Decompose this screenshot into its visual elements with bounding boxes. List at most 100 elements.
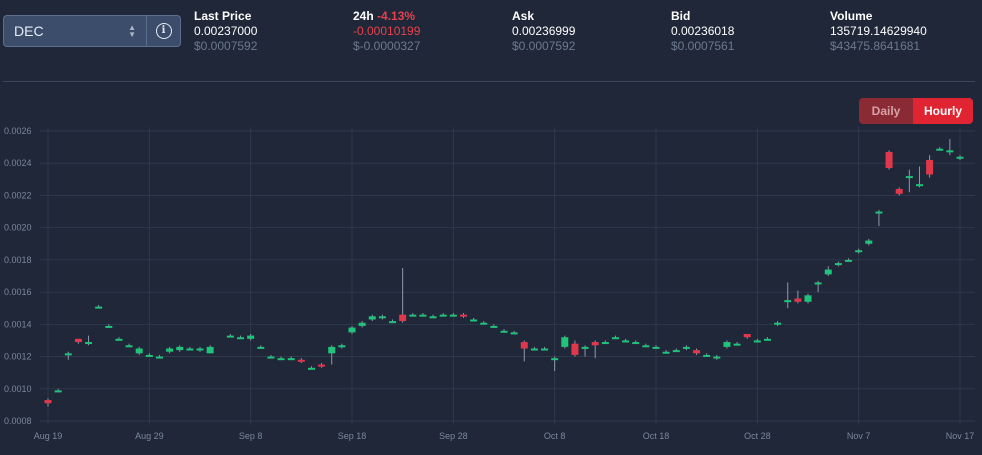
volume-usd: $43475.8641681 (830, 39, 921, 53)
candle-body-up (956, 156, 964, 159)
ask-label: Ask (512, 9, 535, 23)
candle-body-up (166, 348, 174, 352)
y-tick-label: 0.0024 (4, 158, 32, 168)
last-price-value: 0.00237000 (194, 24, 258, 38)
stat-volume: Volume 135719.14629940 $43475.8641681 (830, 9, 927, 54)
candle-body-up (824, 269, 832, 275)
candlestick-chart[interactable]: 0.0008 0.0010 0.0012 0.0014 0.0016 0.0018 0.00… (0, 120, 982, 455)
candle-body-up (632, 342, 640, 345)
interval-toggle[interactable]: Daily Hourly (859, 98, 973, 124)
y-tick-label: 0.0018 (4, 255, 32, 265)
candle-body-up (834, 263, 842, 266)
candle-body-down (794, 298, 802, 302)
candle-body-up (368, 316, 376, 320)
pair-select-dropdown[interactable]: DEC ▲ ▼ (4, 16, 146, 46)
candle-body-up (328, 346, 336, 354)
x-tick-label: Oct 18 (643, 431, 670, 441)
candle-body-up (672, 350, 680, 353)
info-button[interactable]: i (146, 16, 180, 46)
last-price-label: Last Price (194, 9, 252, 23)
y-tick-label: 0.0010 (4, 384, 32, 394)
y-tick-label: 0.0022 (4, 190, 32, 200)
ask-usd: $0.0007592 (512, 39, 576, 53)
y-tick-label: 0.0026 (4, 126, 32, 136)
candle-body-up (713, 356, 721, 359)
candle-body-up (652, 346, 660, 349)
x-tick-label: Oct 8 (544, 431, 566, 441)
candle-body-up (247, 335, 255, 339)
candle-body-up (186, 348, 194, 351)
candle-body-up (845, 259, 853, 262)
candle-body-up (480, 322, 488, 325)
candle-body-up (905, 176, 913, 179)
pair-selector[interactable]: DEC ▲ ▼ i (3, 15, 181, 47)
candle-body-up (865, 240, 873, 244)
y-tick-label: 0.0016 (4, 287, 32, 297)
bid-label: Bid (671, 9, 691, 23)
candle-body-up (125, 345, 133, 348)
candle-body-up (753, 340, 761, 343)
candle-body-up (733, 343, 741, 346)
last-price-usd: $0.0007592 (194, 39, 258, 53)
change-24h-label: 24h (353, 9, 374, 23)
candle-body-down (74, 338, 82, 343)
candle-body-up (429, 316, 437, 319)
candle-body-up (206, 346, 214, 354)
candle-body-up (703, 354, 711, 357)
daily-button[interactable]: Daily (859, 98, 913, 124)
candle-body-down (520, 342, 528, 349)
candle-body-up (774, 322, 782, 325)
candle-body-up (875, 211, 883, 214)
candle-body-up (490, 325, 498, 328)
x-tick-label: Nov 17 (946, 431, 975, 441)
candle-body-up (551, 358, 559, 361)
y-tick-label: 0.0012 (4, 352, 32, 362)
candle-body-up (804, 295, 812, 302)
candle-body-up (915, 184, 923, 187)
x-tick-label: Sep 28 (439, 431, 468, 441)
x-tick-label: Aug 19 (34, 431, 63, 441)
pair-select-value: DEC (14, 23, 44, 39)
x-tick-label: Sep 8 (239, 431, 263, 441)
candle-body-up (176, 346, 184, 351)
x-tick-label: Nov 7 (847, 431, 871, 441)
candle-body-up (95, 306, 103, 309)
bid-usd: $0.0007561 (671, 39, 735, 53)
candle-body-up (723, 342, 731, 347)
candle-body-up (682, 346, 690, 349)
candle-body-up (115, 338, 123, 341)
info-icon: i (155, 23, 172, 39)
stat-24h-change: 24h -4.13% -0.00010199 $-0.0000327 (353, 9, 420, 54)
candle-body-up (541, 348, 549, 351)
candle-body-down (399, 314, 407, 322)
candle-body-up (642, 345, 650, 348)
candle-body-up (145, 354, 153, 357)
candle-body-up (267, 356, 275, 359)
bid-value: 0.00236018 (671, 24, 735, 38)
candle-body-up (358, 322, 366, 326)
candle-body-up (530, 348, 538, 351)
candle-body-down (459, 314, 467, 317)
candle-body-up (439, 314, 447, 317)
candle-body-up (662, 351, 670, 354)
x-tick-label: Aug 29 (135, 431, 164, 441)
x-tick-label: Oct 28 (744, 431, 771, 441)
volume-value: 135719.14629940 (830, 24, 927, 38)
candle-body-up (449, 314, 457, 317)
candle-body-down (895, 189, 903, 194)
candle-body-up (409, 314, 417, 317)
candle-body-down (693, 350, 701, 354)
candle-body-down (44, 400, 52, 404)
hourly-button[interactable]: Hourly (913, 98, 973, 124)
candle-body-up (611, 337, 619, 340)
candle-body-up (389, 321, 397, 324)
candle-body-up (622, 340, 630, 343)
candle-body-down (297, 359, 305, 362)
candle-body-up (581, 346, 589, 349)
candle-body-up (85, 342, 93, 345)
candle-body-up (510, 332, 518, 335)
candle-body-up (814, 282, 822, 285)
candle-body-up (277, 358, 285, 361)
candle-body-up (470, 319, 478, 322)
candle-body-up (64, 353, 72, 356)
